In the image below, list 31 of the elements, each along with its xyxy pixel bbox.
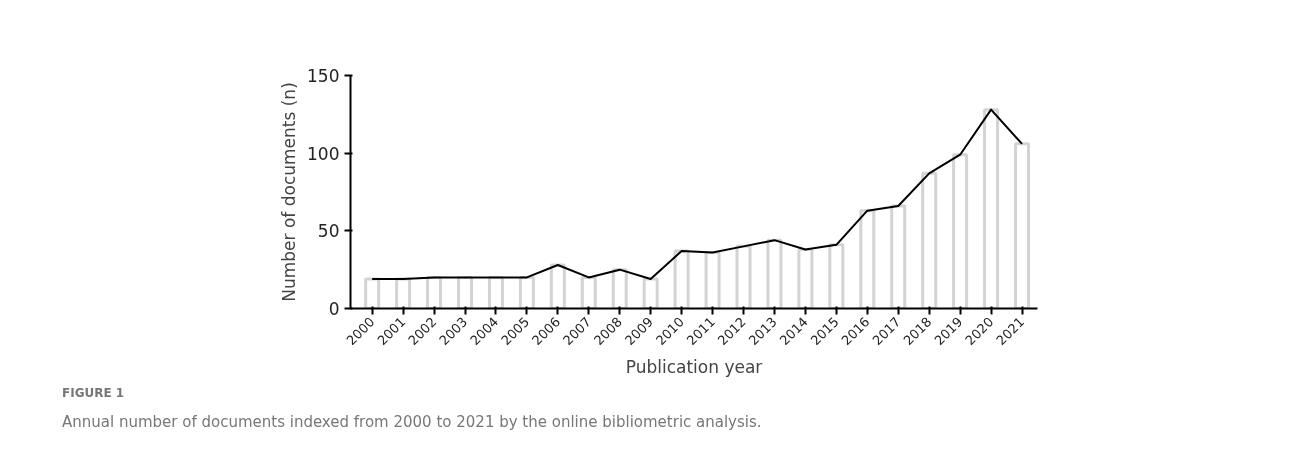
bar bbox=[797, 247, 814, 309]
y-tick-label: 50 bbox=[317, 221, 340, 242]
bar bbox=[426, 275, 443, 309]
line-series bbox=[371, 108, 1024, 280]
bar bbox=[395, 277, 412, 309]
bar bbox=[704, 251, 721, 309]
bar bbox=[673, 249, 690, 309]
bar bbox=[983, 108, 1000, 309]
bar bbox=[1014, 142, 1031, 309]
y-tick-label: 150 bbox=[307, 66, 340, 86]
bar bbox=[952, 153, 969, 309]
y-tick-label: 0 bbox=[328, 299, 340, 319]
x-axis-title: Publication year bbox=[625, 357, 763, 378]
bar bbox=[364, 277, 381, 309]
bar bbox=[735, 244, 752, 309]
bar bbox=[921, 171, 938, 309]
bar bbox=[611, 268, 628, 309]
bar bbox=[642, 277, 659, 309]
text: Annual number of documents indexed from 2000 to 2021 by the online bibliometric analysis. bbox=[62, 412, 762, 434]
bar bbox=[580, 275, 597, 309]
bar bbox=[549, 263, 566, 309]
bar bbox=[457, 275, 473, 309]
bar bbox=[487, 275, 504, 309]
y-tick-label: 100 bbox=[307, 143, 340, 164]
caption: FIGURE 1 bbox=[62, 385, 125, 402]
bar bbox=[766, 238, 783, 309]
bar bbox=[890, 204, 907, 309]
y-axis-title: Number of documents (n) bbox=[279, 82, 300, 302]
bar bbox=[859, 209, 876, 309]
bar bbox=[828, 243, 845, 309]
bar bbox=[518, 275, 535, 309]
